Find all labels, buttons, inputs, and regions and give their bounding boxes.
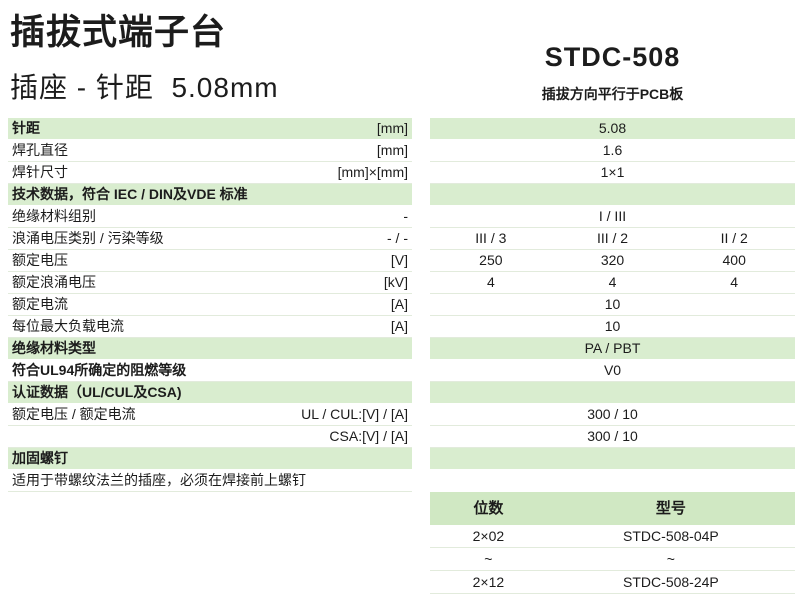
spec-unit: CSA:[V] / [A] xyxy=(329,428,408,444)
model-table-row: 2×02 STDC-508-04P xyxy=(430,525,795,548)
spec-value-row: 300 / 10 xyxy=(430,404,795,426)
spec-unit: [mm] xyxy=(376,120,408,136)
spec-unit: [kV] xyxy=(383,274,408,290)
spec-value-row: 250 320 400 xyxy=(430,250,795,272)
spec-value: II / 2 xyxy=(720,230,748,246)
spec-label: 认证数据（UL/CUL及CSA) xyxy=(12,384,182,400)
spec-label: 绝缘材料类型 xyxy=(12,340,96,356)
spec-label: 额定电流 xyxy=(12,296,68,312)
model-table-row: ~ ~ xyxy=(430,548,795,571)
spec-row: 技术数据，符合 IEC / DIN及VDE 标准 xyxy=(8,184,412,206)
spec-value-row: PA / PBT xyxy=(430,338,795,360)
positions-cell: 2×02 xyxy=(472,528,505,544)
spec-row: 额定电流 [A] xyxy=(8,294,412,316)
spec-label: 额定电压 xyxy=(12,252,68,268)
spec-label: 适用于带螺纹法兰的插座，必须在焊接前上螺钉 xyxy=(12,472,306,488)
spec-row: 适用于带螺纹法兰的插座，必须在焊接前上螺钉 xyxy=(8,470,412,492)
spec-label: 加固螺钉 xyxy=(12,450,68,466)
spec-label: 每位最大负载电流 xyxy=(12,318,124,334)
spec-value-row: I / III xyxy=(430,206,795,228)
product-code: STDC-508 xyxy=(544,42,681,72)
spec-label: 浪涌电压类别 / 污染等级 xyxy=(12,230,164,246)
spec-value-row xyxy=(430,184,795,206)
spec-value: 250 xyxy=(479,252,503,268)
spec-unit: - xyxy=(403,208,408,224)
spec-label: 焊孔直径 xyxy=(12,142,68,158)
model-table-header: 位数 型号 xyxy=(430,492,795,525)
spec-row: 针距 [mm] xyxy=(8,118,412,140)
spec-row: 绝缘材料组别 - xyxy=(8,206,412,228)
spec-value-row xyxy=(430,382,795,404)
spec-value: III / 2 xyxy=(596,230,629,246)
spec-unit: [mm] xyxy=(376,142,408,158)
spec-value-row: III / 3 III / 2 II / 2 xyxy=(430,228,795,250)
spec-unit: UL / CUL:[V] / [A] xyxy=(301,406,408,422)
model-table-row: 2×12 STDC-508-24P xyxy=(430,571,795,594)
spec-row: 加固螺钉 xyxy=(8,448,412,470)
spec-unit: [A] xyxy=(390,318,408,334)
spec-value-row: 10 xyxy=(430,316,795,338)
model-cell: STDC-508-24P xyxy=(623,574,719,590)
spec-label: 额定浪涌电压 xyxy=(12,274,96,290)
spec-label: 额定电压 / 额定电流 xyxy=(12,406,136,422)
spec-value-row: 1.6 xyxy=(430,140,795,162)
model-table-header-model: 型号 xyxy=(655,500,686,517)
spec-label: 符合UL94所确定的阻燃等级 xyxy=(12,362,187,378)
spec-unit: [A] xyxy=(390,296,408,312)
spec-value-row: 4 4 4 xyxy=(430,272,795,294)
spec-value: 400 xyxy=(722,252,746,268)
spec-row: 额定电压 / 额定电流 UL / CUL:[V] / [A] xyxy=(8,404,412,426)
spec-row: 焊孔直径 [mm] xyxy=(8,140,412,162)
spec-value-row: 300 / 10 xyxy=(430,426,795,448)
spec-value: 4 xyxy=(608,274,617,290)
spec-label: 焊针尺寸 xyxy=(12,164,68,180)
spec-value-row xyxy=(430,448,795,470)
spec-row: 绝缘材料类型 xyxy=(8,338,412,360)
spec-row: CSA:[V] / [A] xyxy=(8,426,412,448)
spec-value-row: 5.08 xyxy=(430,118,795,140)
spec-value-row: V0 xyxy=(430,360,795,382)
spec-value-row xyxy=(430,470,795,492)
model-cell: ~ xyxy=(666,551,675,567)
spec-unit: - / - xyxy=(387,230,408,246)
page-title: 插拔式端子台 xyxy=(10,13,227,52)
spec-row: 焊针尺寸 [mm]×[mm] xyxy=(8,162,412,184)
spec-row: 额定浪涌电压 [kV] xyxy=(8,272,412,294)
spec-row: 符合UL94所确定的阻燃等级 xyxy=(8,360,412,382)
model-table-header-positions: 位数 xyxy=(473,500,504,517)
spec-left-panel: 针距 [mm] 焊孔直径 [mm] 焊针尺寸 [mm]×[mm] 技术数据，符合 IEC /… xyxy=(8,118,412,492)
positions-cell: 2×12 xyxy=(472,574,505,590)
spec-value: 320 xyxy=(600,252,625,268)
spec-row: 额定电压 [V] xyxy=(8,250,412,272)
spec-value-row: 1×1 xyxy=(430,162,795,184)
spec-right-panel: 5.08 1.6 1×1 I / III III / 3 III / 2 II / 2 250… xyxy=(430,118,795,492)
positions-cell: ~ xyxy=(484,551,493,567)
page-subtitle: 插座 - 针距 5.08mm xyxy=(10,72,279,103)
spec-value: 4 xyxy=(730,274,739,290)
spec-row: 认证数据（UL/CUL及CSA) xyxy=(8,382,412,404)
orientation-note: 插拔方向平行于PCB板 xyxy=(541,86,684,102)
spec-value: III / 3 xyxy=(475,230,507,246)
spec-value-row: 10 xyxy=(430,294,795,316)
model-cell: STDC-508-04P xyxy=(623,528,719,544)
spec-row: 浪涌电压类别 / 污染等级 - / - xyxy=(8,228,412,250)
model-table-body: 2×02 STDC-508-04P ~ ~2×12 STDC-508-24P xyxy=(430,525,795,594)
model-table: 位数 型号 2×02 STDC-508-04P ~ ~2×12 STDC-508-24P xyxy=(430,492,795,594)
spec-value: 4 xyxy=(486,274,495,290)
spec-unit: [mm]×[mm] xyxy=(337,164,408,180)
spec-row: 每位最大负载电流 [A] xyxy=(8,316,412,338)
spec-label: 绝缘材料组别 xyxy=(12,208,96,224)
spec-label: 技术数据，符合 IEC / DIN及VDE 标准 xyxy=(12,186,248,202)
spec-unit: [V] xyxy=(390,252,408,268)
spec-label: 针距 xyxy=(12,120,40,136)
